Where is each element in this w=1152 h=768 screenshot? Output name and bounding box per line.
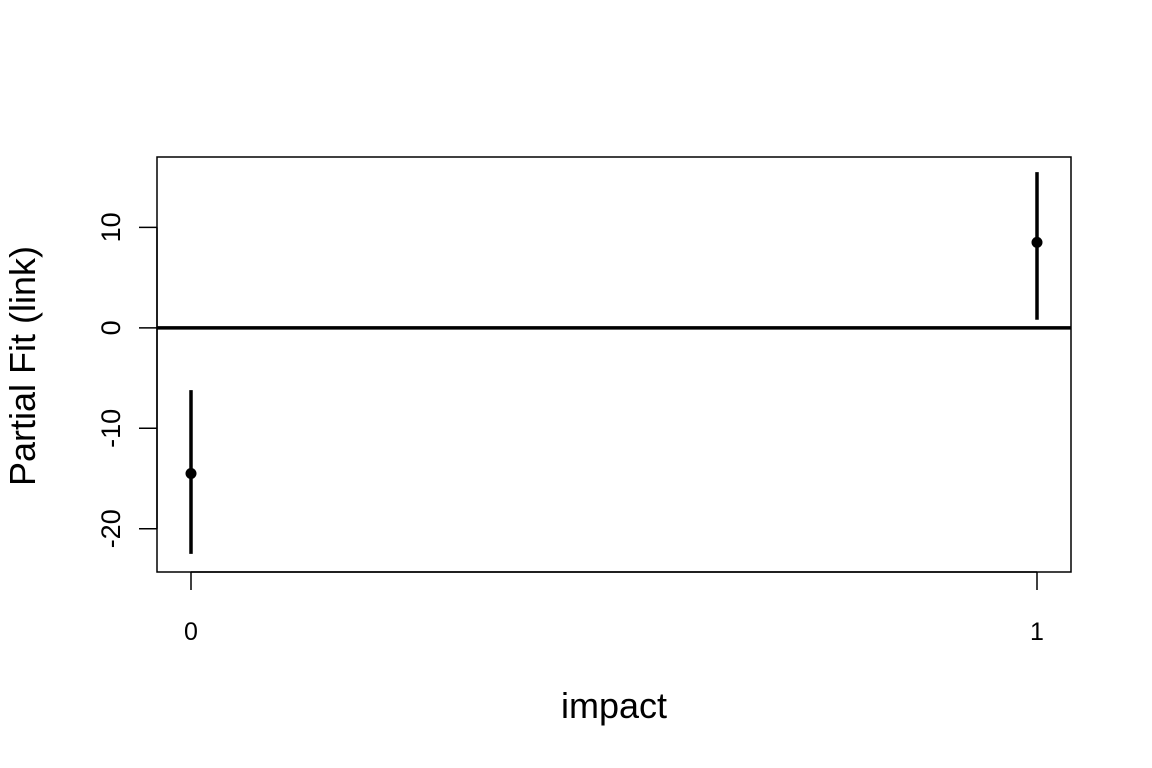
- y-axis-title: Partial Fit (link): [2, 246, 43, 486]
- plot-frame: [156, 156, 1072, 573]
- plot-marks: [157, 172, 1071, 554]
- data-point: [1031, 236, 1043, 248]
- y-tick-label: -10: [96, 409, 126, 448]
- x-tick-label: 1: [1030, 618, 1044, 646]
- y-tick-label: 10: [96, 212, 126, 242]
- x-tick-label: 0: [184, 618, 198, 646]
- y-tick-label: 0: [96, 320, 126, 335]
- x-axis-title: impact: [561, 685, 667, 726]
- y-axis: -20 -10 0 10: [96, 212, 158, 548]
- y-tick-label: -20: [96, 509, 126, 548]
- data-point: [185, 468, 197, 480]
